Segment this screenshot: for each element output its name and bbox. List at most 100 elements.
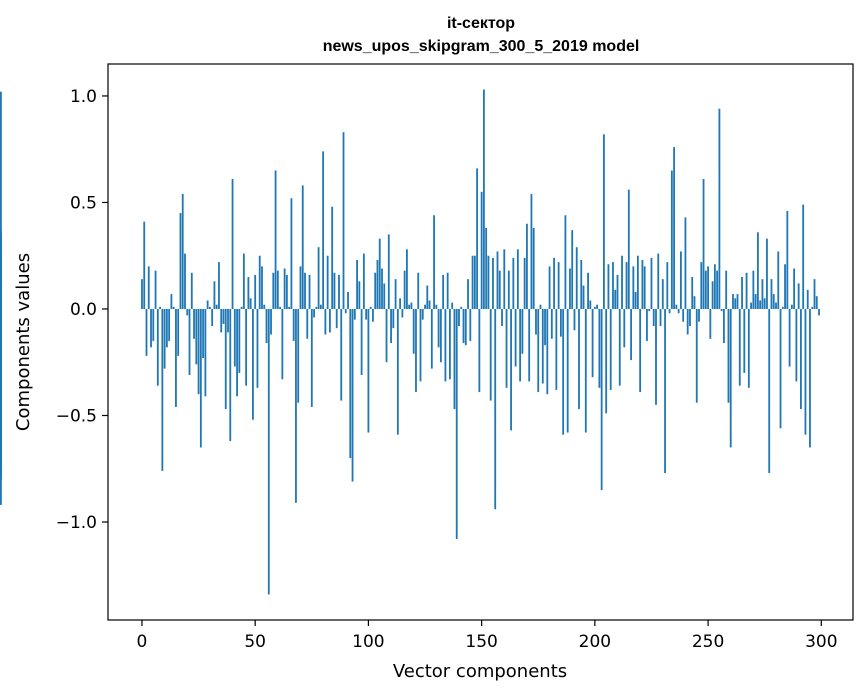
bar [163, 308, 166, 369]
chart-subtitle: news_upos_skipgram_300_5_2019 model [323, 38, 640, 55]
bar [204, 308, 207, 397]
bar [421, 308, 424, 320]
bar [625, 262, 628, 309]
bar [516, 249, 519, 309]
bar [487, 255, 490, 309]
bar [811, 306, 814, 309]
bar [394, 279, 397, 309]
bar [646, 308, 648, 341]
bar [634, 291, 637, 309]
bar [446, 272, 449, 309]
bar [505, 308, 508, 388]
bar [668, 308, 671, 314]
bar [498, 270, 501, 309]
bar [738, 308, 741, 386]
bar [815, 296, 818, 309]
bar [648, 308, 651, 312]
bar [319, 304, 322, 309]
bar [589, 300, 592, 309]
bar [0, 308, 2, 331]
bar [496, 251, 499, 309]
bar [412, 308, 415, 354]
bar [772, 294, 775, 309]
bar [639, 308, 642, 393]
bar [713, 264, 716, 309]
bar [603, 134, 605, 309]
bar [177, 308, 180, 356]
bar [301, 185, 304, 309]
bar [190, 272, 193, 309]
bar [612, 262, 614, 309]
bars-group [0, 89, 820, 595]
bar [652, 308, 655, 327]
bar [179, 213, 182, 309]
bar [175, 308, 177, 407]
bar [340, 308, 343, 401]
bar [759, 300, 762, 309]
bar [299, 266, 302, 309]
y-tick-label: 1.0 [70, 87, 97, 107]
bar [152, 308, 155, 341]
bar [600, 308, 603, 491]
bar [752, 270, 755, 309]
bar [754, 294, 757, 309]
bar [202, 308, 205, 358]
bar [643, 266, 646, 309]
bar [682, 308, 685, 322]
bar [761, 279, 764, 309]
bar [274, 170, 277, 309]
bar [387, 234, 390, 309]
bar [736, 294, 739, 309]
bar [240, 306, 243, 309]
bar [566, 308, 569, 433]
bar [618, 308, 621, 386]
bar [141, 279, 143, 309]
bar [233, 308, 236, 367]
bar [351, 308, 354, 482]
bar [650, 257, 653, 309]
bar [768, 308, 771, 474]
bar [335, 308, 338, 329]
bar [535, 308, 537, 335]
bar [559, 308, 562, 337]
bar [691, 277, 694, 309]
bar [433, 215, 435, 309]
bar [729, 308, 732, 448]
bar [467, 279, 469, 309]
bar [695, 308, 698, 403]
bar [378, 238, 381, 309]
bar [374, 272, 377, 309]
bar [249, 298, 252, 309]
bar [745, 272, 748, 309]
bar [285, 274, 288, 309]
bar [322, 151, 325, 309]
bar [410, 302, 413, 309]
bar [168, 308, 171, 341]
bar [727, 308, 730, 403]
bar [720, 308, 723, 312]
bar [0, 308, 2, 505]
x-tick-label: 100 [352, 632, 384, 652]
bar [222, 308, 225, 324]
bar [408, 304, 411, 309]
bar [415, 308, 417, 393]
bar [306, 308, 309, 339]
bar [510, 308, 512, 431]
bar [548, 266, 551, 309]
bar [349, 308, 352, 459]
bar [526, 223, 528, 309]
bar [562, 308, 565, 435]
bar [229, 308, 232, 442]
plot-frame [107, 63, 854, 621]
bar [546, 308, 549, 395]
bar [218, 262, 220, 309]
bar [426, 285, 429, 309]
bar [818, 308, 820, 316]
bar [145, 308, 148, 356]
bar [186, 308, 189, 316]
bar [392, 308, 395, 329]
bar [480, 191, 483, 309]
bar [288, 306, 291, 309]
bar [308, 274, 311, 309]
y-axis-label: Components values [13, 253, 34, 431]
